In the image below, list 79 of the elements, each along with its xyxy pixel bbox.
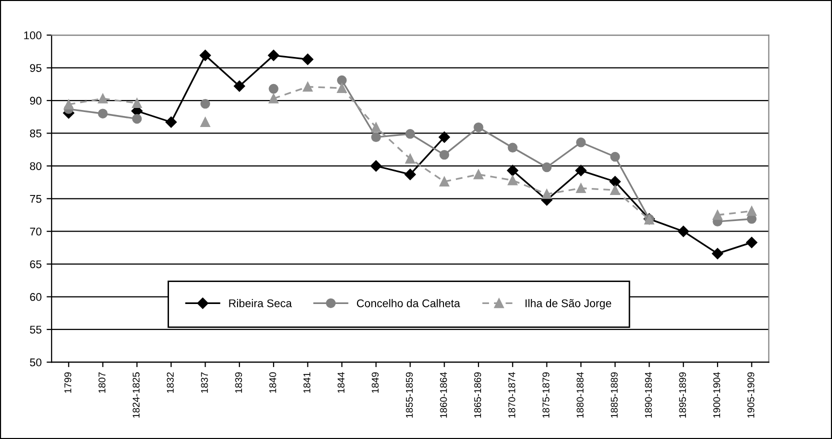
point — [542, 162, 552, 172]
point — [439, 176, 450, 186]
point — [200, 117, 210, 127]
point — [576, 138, 586, 148]
legend-label: Ribeira Seca — [229, 299, 292, 308]
point — [98, 94, 108, 104]
y-tick-label: 75 — [30, 195, 42, 203]
y-tick-label: 65 — [30, 260, 42, 268]
point — [575, 164, 587, 176]
point — [268, 50, 280, 62]
x-tick-label: 1840 — [269, 372, 276, 393]
y-tick-label: 60 — [30, 293, 42, 301]
y-tick-label: 95 — [30, 64, 42, 72]
x-tick-label: 1832 — [166, 372, 174, 393]
x-tick-label: 1900-1904 — [713, 372, 720, 418]
point — [439, 150, 450, 160]
x-tick-label: 1875-1879 — [542, 372, 550, 418]
point — [405, 129, 416, 139]
point — [507, 164, 518, 176]
x-tick-label: 1849 — [372, 372, 379, 393]
point — [370, 160, 382, 172]
y-tick-label: 90 — [30, 96, 42, 105]
x-tick-label: 1807 — [98, 372, 106, 393]
x-tick-label: 1870-1874 — [508, 372, 516, 418]
point — [337, 75, 347, 86]
point — [609, 176, 621, 188]
point — [438, 132, 450, 143]
point — [474, 170, 484, 180]
x-tick-label: 1880-1884 — [576, 372, 584, 418]
x-tick-label: 1885-1889 — [610, 372, 618, 418]
point — [542, 189, 552, 199]
x-tick-label: 1837 — [200, 372, 208, 393]
x-tick-label: 1855-1859 — [406, 372, 413, 418]
point — [302, 54, 314, 65]
y-tick-label: 85 — [30, 130, 42, 138]
point — [132, 114, 142, 124]
point — [371, 132, 381, 142]
point — [200, 50, 211, 62]
x-tick-label: 1905-1909 — [747, 372, 754, 418]
x-tick-label: 1839 — [235, 372, 242, 393]
x-tick-label: 1841 — [303, 372, 310, 393]
point — [268, 94, 278, 104]
point — [474, 122, 484, 132]
point — [132, 98, 142, 108]
point — [64, 100, 74, 110]
x-tick-label: 1895-1899 — [679, 372, 686, 418]
point — [405, 154, 416, 164]
y-tick-label: 70 — [30, 228, 42, 236]
x-tick-label: 1844 — [338, 372, 344, 393]
x-tick-label: 1799 — [64, 372, 72, 393]
point — [746, 206, 757, 216]
point — [371, 122, 381, 132]
legend-label: Concelho da Calheta — [356, 299, 460, 308]
point — [200, 98, 210, 109]
x-tick-label: 1860-1864 — [440, 372, 447, 418]
point — [268, 84, 278, 94]
point — [98, 108, 108, 118]
point — [678, 226, 689, 237]
point — [712, 210, 722, 220]
point — [610, 152, 620, 162]
legend-label: Ilha de São Jorge — [526, 299, 612, 310]
point — [404, 168, 416, 180]
point — [234, 80, 246, 92]
y-tick-label: 55 — [30, 326, 42, 334]
y-tick-label: 100 — [24, 31, 42, 40]
x-tick-label: 1865-1869 — [474, 372, 482, 418]
x-tick-label: 1824-1825 — [132, 372, 140, 418]
y-tick-label: 80 — [30, 162, 42, 170]
point — [610, 185, 620, 196]
point — [337, 83, 347, 93]
point — [576, 183, 586, 194]
point — [166, 116, 177, 128]
y-tick-label: 50 — [30, 358, 42, 366]
point — [302, 82, 313, 92]
point — [712, 248, 724, 260]
point — [746, 236, 758, 248]
point — [508, 142, 518, 152]
point — [508, 175, 518, 186]
x-tick-label: 1890-1894 — [644, 372, 652, 418]
